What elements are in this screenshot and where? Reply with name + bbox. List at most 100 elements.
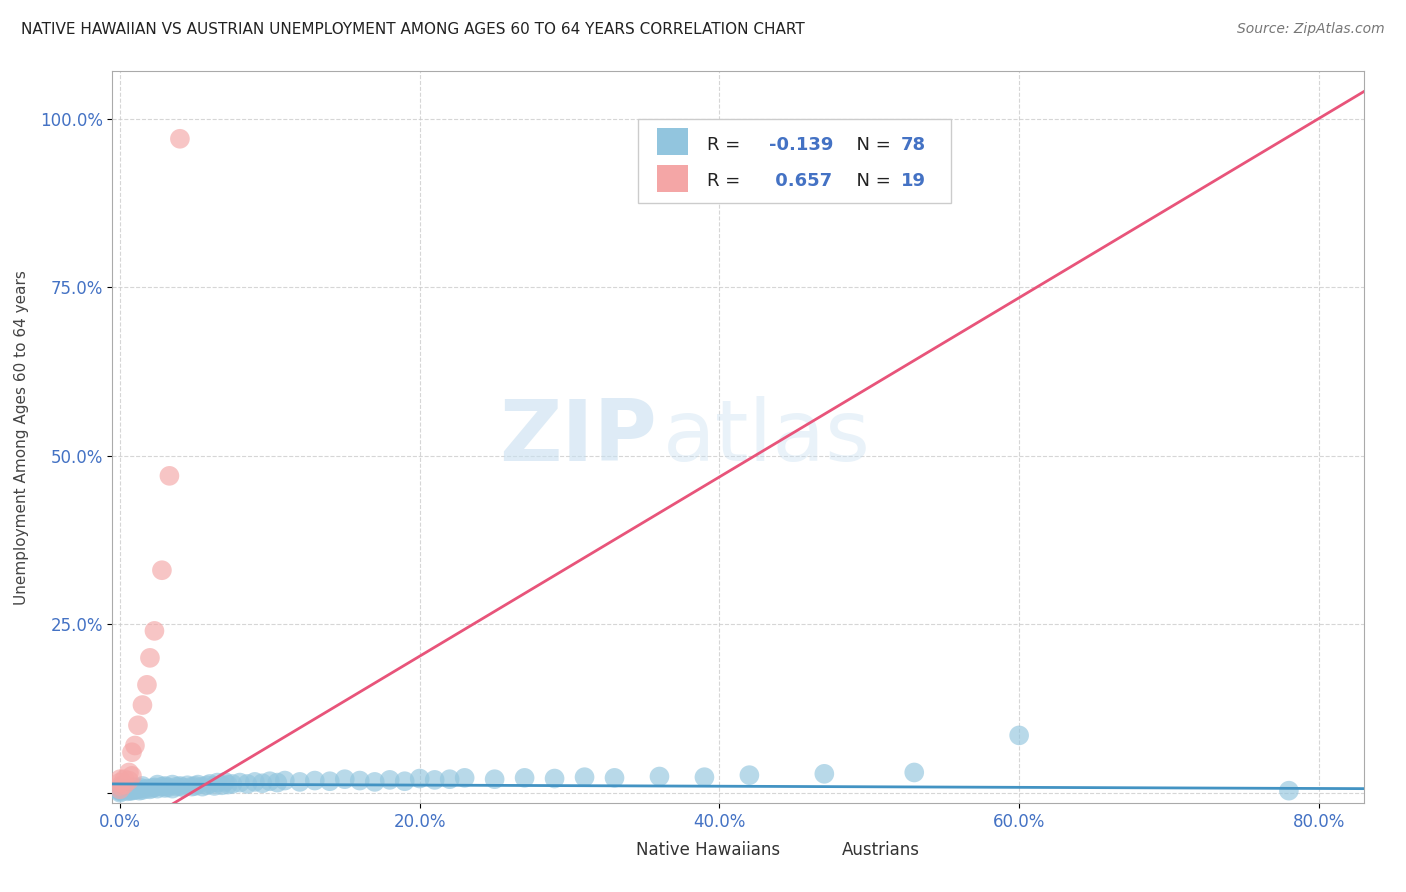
Point — [266, 775, 288, 789]
FancyBboxPatch shape — [657, 128, 688, 155]
Point — [108, 779, 131, 793]
Point — [131, 783, 153, 797]
Point — [127, 718, 149, 732]
Text: N =: N = — [845, 172, 896, 190]
Point — [202, 779, 225, 793]
Point — [131, 698, 153, 712]
Point — [259, 774, 281, 789]
Text: 0.657: 0.657 — [769, 172, 832, 190]
Point — [139, 651, 162, 665]
Point — [364, 775, 387, 789]
Point — [114, 772, 136, 787]
Text: Austrians: Austrians — [842, 841, 920, 859]
Point — [198, 777, 221, 791]
Point — [243, 775, 266, 789]
Point — [120, 783, 142, 797]
Point — [169, 132, 191, 146]
Point — [252, 776, 274, 790]
Text: ZIP: ZIP — [499, 395, 657, 479]
Point — [574, 770, 596, 784]
FancyBboxPatch shape — [638, 119, 950, 203]
Point — [108, 782, 131, 797]
Point — [184, 779, 207, 793]
Point — [169, 779, 191, 793]
Point — [229, 775, 252, 789]
Text: R =: R = — [707, 136, 745, 153]
Point — [150, 563, 173, 577]
Point — [128, 783, 150, 797]
Text: 78: 78 — [901, 136, 927, 153]
Point — [136, 781, 159, 796]
Text: R =: R = — [707, 172, 745, 190]
Point — [333, 772, 356, 787]
Point — [108, 780, 131, 795]
Point — [648, 770, 671, 784]
Point — [108, 775, 131, 789]
Point — [121, 769, 143, 783]
Point — [176, 778, 198, 792]
Point — [139, 782, 162, 797]
Point — [274, 773, 297, 788]
Text: Source: ZipAtlas.com: Source: ZipAtlas.com — [1237, 22, 1385, 37]
Point — [121, 783, 143, 797]
Point — [211, 778, 233, 792]
Point — [1278, 783, 1301, 797]
Point — [108, 783, 131, 797]
Y-axis label: Unemployment Among Ages 60 to 64 years: Unemployment Among Ages 60 to 64 years — [14, 269, 28, 605]
Point — [129, 780, 152, 795]
Point — [121, 745, 143, 759]
Text: N =: N = — [845, 136, 896, 153]
Point — [180, 780, 202, 794]
Point — [146, 778, 169, 792]
Point — [117, 781, 139, 796]
Point — [162, 778, 184, 792]
Point — [439, 772, 461, 787]
Point — [1008, 728, 1031, 742]
Point — [153, 779, 176, 793]
Point — [121, 782, 143, 797]
Text: 19: 19 — [901, 172, 925, 190]
Point — [603, 771, 626, 785]
Point — [304, 773, 326, 788]
Point — [118, 765, 141, 780]
Point — [114, 778, 136, 792]
Point — [423, 772, 446, 787]
Point — [288, 775, 311, 789]
Point — [156, 780, 179, 795]
Point — [142, 780, 165, 795]
Point — [217, 778, 239, 792]
Point — [221, 777, 243, 791]
Text: -0.139: -0.139 — [769, 136, 834, 153]
Point — [136, 678, 159, 692]
Point — [484, 772, 506, 787]
Point — [394, 774, 416, 789]
Point — [127, 782, 149, 797]
Point — [108, 782, 131, 797]
Point — [813, 767, 835, 781]
Point — [143, 780, 166, 795]
FancyBboxPatch shape — [657, 165, 688, 192]
Point — [453, 771, 475, 785]
Point — [143, 624, 166, 638]
Point — [187, 778, 209, 792]
Point — [195, 778, 218, 792]
Point — [150, 780, 173, 794]
Point — [124, 739, 146, 753]
Point — [693, 770, 716, 784]
Point — [118, 773, 141, 788]
Point — [207, 775, 229, 789]
Point — [108, 784, 131, 798]
Point — [903, 765, 925, 780]
Point — [108, 772, 131, 787]
Point — [214, 775, 236, 789]
Point — [117, 784, 139, 798]
Point — [124, 783, 146, 797]
Text: atlas: atlas — [664, 395, 872, 479]
FancyBboxPatch shape — [794, 836, 832, 865]
Point — [131, 779, 153, 793]
Point — [146, 781, 169, 796]
Point — [378, 772, 401, 787]
Point — [543, 772, 565, 786]
Point — [191, 780, 214, 794]
Point — [159, 468, 181, 483]
